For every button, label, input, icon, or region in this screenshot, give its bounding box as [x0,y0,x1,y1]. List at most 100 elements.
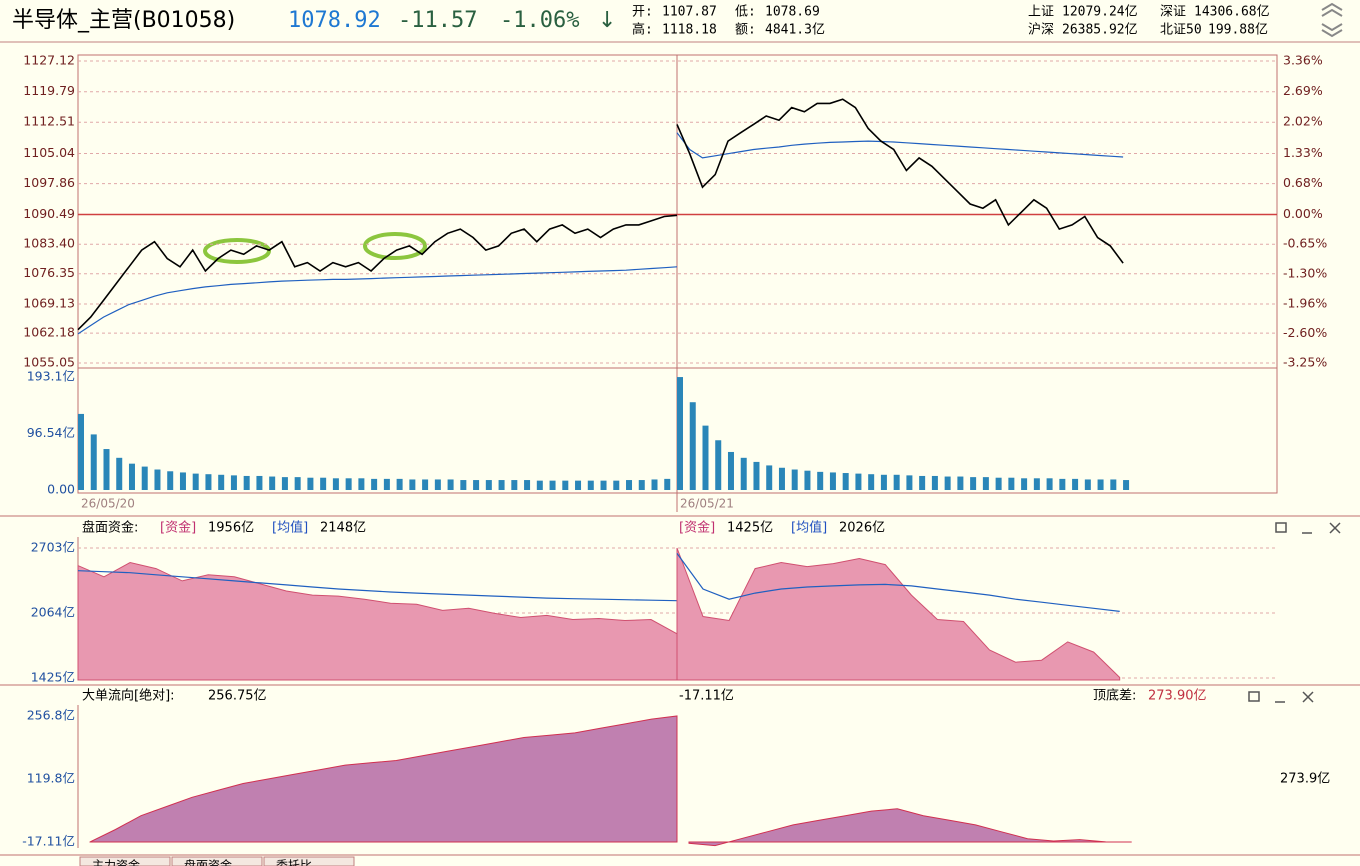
volume-bar [1008,477,1015,490]
volume-bar [753,461,760,490]
volume-bar [1084,479,1091,490]
volume-bar [358,478,365,490]
y2-tick-label: -1.30% [1283,265,1327,280]
volume-bar [294,477,301,490]
fund-value: 1425亿 [727,521,773,536]
volume-bar [218,474,225,490]
volume-bar [562,480,569,490]
title: 半导体_主营(B01058) [12,8,235,33]
change-pct: -1.06% [500,8,579,33]
y-tick-label: 1069.13 [23,295,75,310]
big-value: 256.75亿 [208,689,267,704]
avg-line [77,266,678,335]
y-tick-label: 1127.12 [23,53,75,68]
volume-bar [944,476,951,490]
volume-bar [230,475,237,490]
volume-bar [128,463,135,490]
volume-bar [485,480,492,490]
y2-tick-label: 2.69% [1283,83,1323,98]
volume-bar [842,473,849,490]
open-label: 开: [632,5,653,20]
y2-tick-label: -2.60% [1283,325,1327,340]
volume-bar [906,475,913,490]
y2-tick-label: 3.36% [1283,53,1323,68]
fund-avg-line [77,570,678,602]
max-icon[interactable] [1248,691,1260,702]
amount: 4841.3亿 [765,23,825,38]
y2-tick-label: 0.00% [1283,206,1323,221]
volume-bar [434,479,441,490]
y-tick-label: 1425亿 [31,670,75,685]
fund-value: 1956亿 [208,521,254,536]
volume-bar [791,469,798,490]
volume-bar [600,480,607,490]
y2-tick-label: -0.65% [1283,236,1327,251]
volume-bar [498,480,505,490]
big-day2: -17.11亿 [679,689,734,704]
y-tick-label: 193.1亿 [27,369,75,384]
volume-bar [307,477,314,490]
volume-bar [880,474,887,490]
market-value: 199.88亿 [1208,23,1268,38]
high: 1118.18 [662,23,717,38]
volume-bar [855,473,862,490]
y2-tick-label: -1.96% [1283,296,1327,311]
volume-bar [587,480,594,490]
close-icon[interactable] [1302,522,1341,534]
y2-tick-label: 2.02% [1283,114,1323,129]
fund-label: [资金] [160,520,196,536]
y-tick-label: 1083.40 [23,236,75,251]
volume-bar [116,457,123,490]
price-line [676,98,1124,264]
volume-bar [154,469,161,490]
price-line [77,214,678,331]
diff-value: 273.90亿 [1148,689,1207,704]
volume-bar [727,451,734,490]
max-icon[interactable] [1275,522,1287,533]
high-label: 高: [632,22,653,38]
volume-bar [740,457,747,490]
volume-bar [141,466,148,490]
y2-tick-label: 1.33% [1283,145,1323,160]
volume-bar [447,479,454,490]
fund-area [77,561,678,681]
volume-bar [536,480,543,490]
volume-bar [524,480,531,490]
window-icons [1248,522,1341,703]
volume-bar [715,440,722,490]
volume-bar [549,480,556,490]
scroll-icon[interactable] [1321,2,1343,38]
volume-bar [281,477,288,490]
header: 半导体_主营(B01058) 1078.92 -11.57 -1.06% ↓ 开… [12,2,1343,38]
volume-bar [919,475,926,490]
volume-bar [766,465,773,490]
market-name: 沪深 [1028,22,1054,38]
avg-value: 2026亿 [839,521,885,536]
y-tick-label: 1062.18 [23,325,75,340]
volume-bar [383,478,390,490]
volume-bar [78,413,84,490]
annotation-circle [203,238,271,264]
volume-bar [256,475,263,490]
price: 1078.92 [288,8,381,33]
volume-bar [90,434,97,490]
volume-bar [511,480,518,490]
volume-bar [982,477,989,490]
panel-label: 盘面资金: [82,520,138,536]
fund-avg-line [676,553,1120,612]
y2-tick-label: 0.68% [1283,175,1323,190]
volume-bar [1033,478,1040,490]
y-tick-label: 1097.86 [23,175,75,190]
volume-bar [995,477,1002,490]
arrow: ↓ [598,8,616,33]
y-tick-label: -17.11亿 [22,834,75,849]
volume-bar [243,475,250,490]
volume-bar [409,479,416,490]
tab [171,856,263,866]
low: 1078.69 [765,5,820,20]
volume-bar [1123,480,1130,490]
volume-bar [626,480,633,490]
annotation-circle [363,232,427,260]
open: 1107.87 [662,5,717,20]
close-icon[interactable] [1275,691,1314,703]
